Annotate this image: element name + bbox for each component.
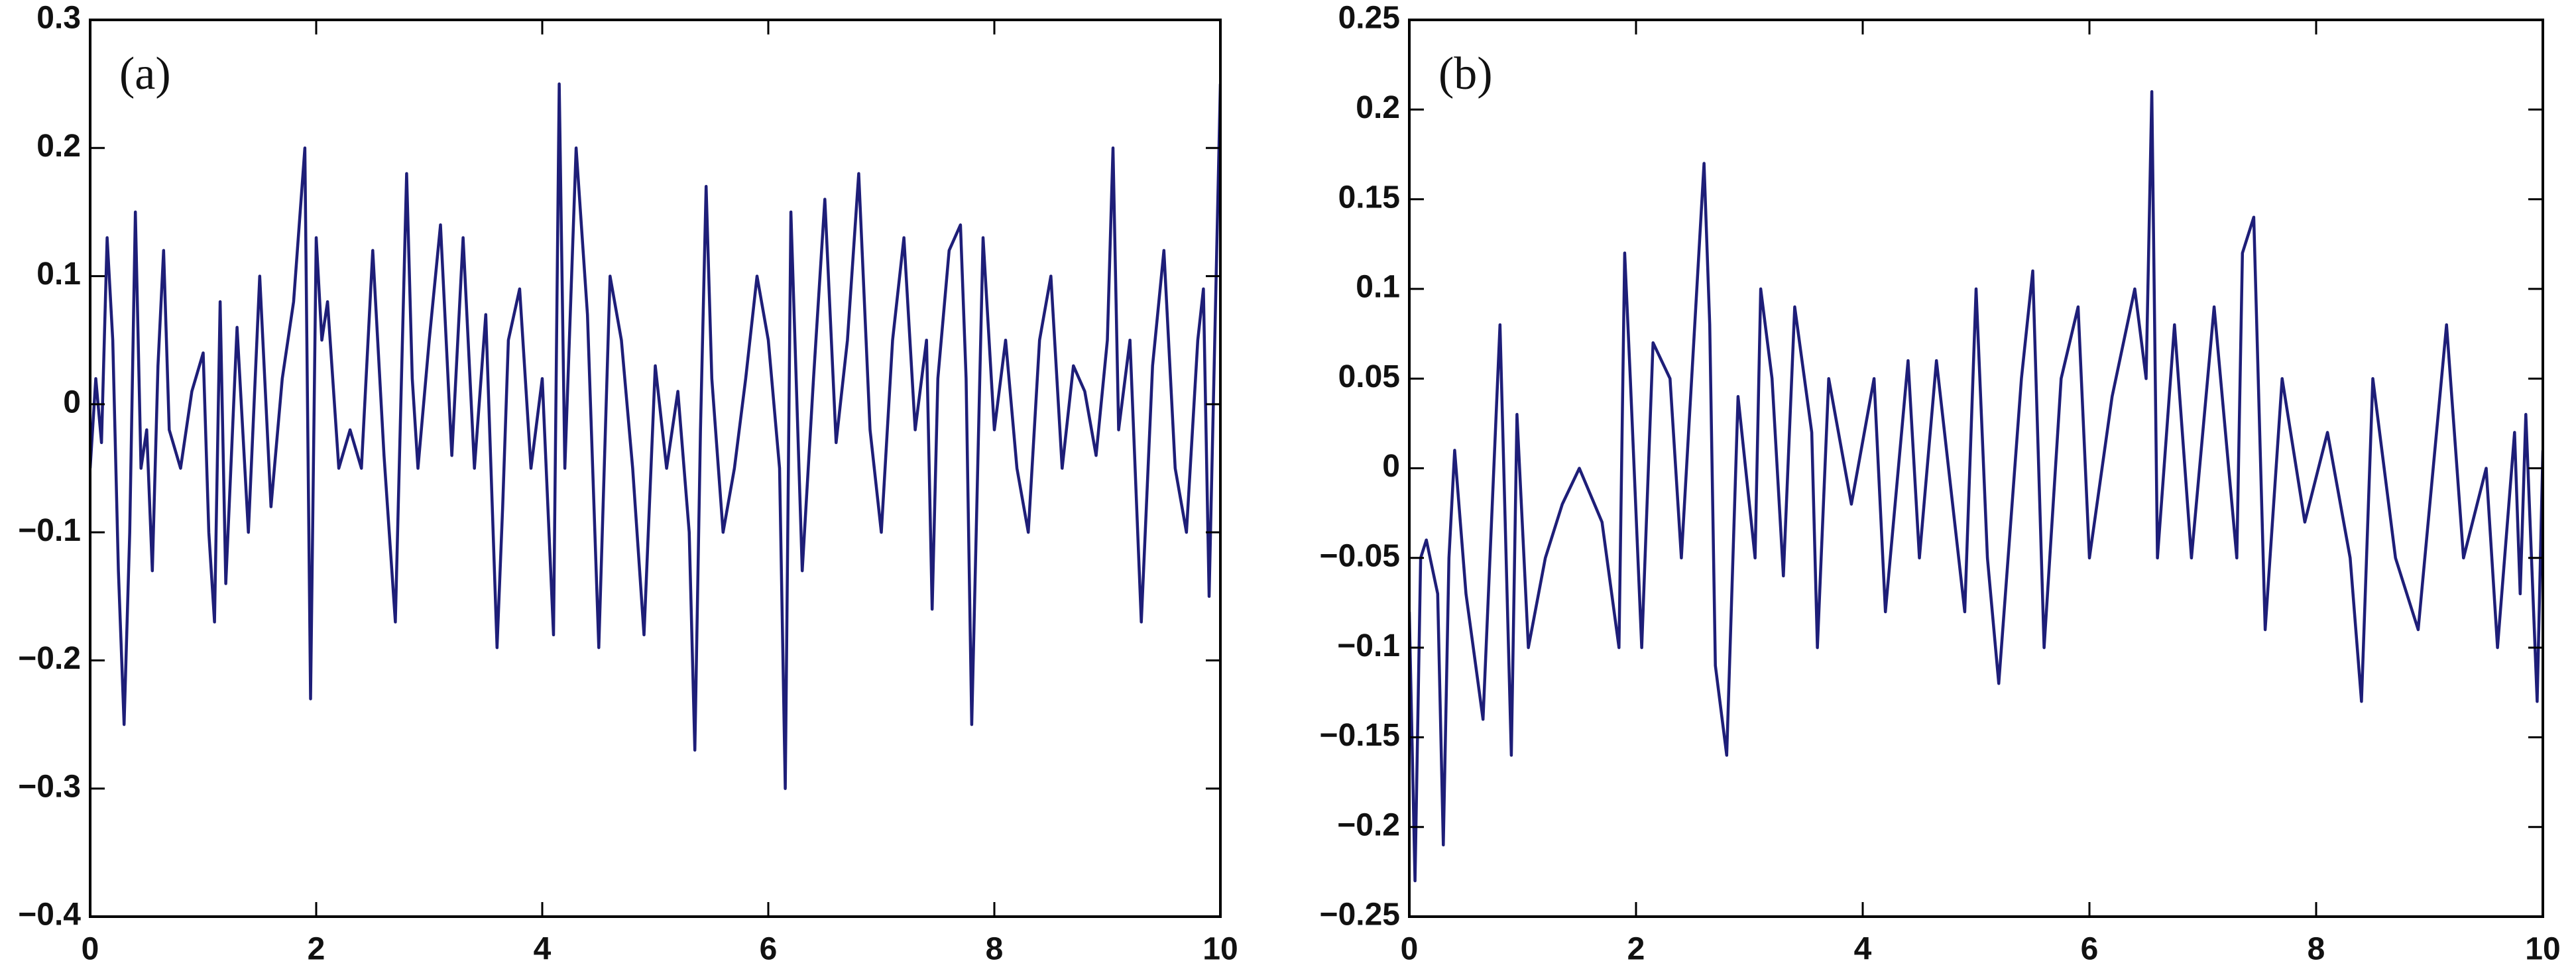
- plot-frame: [1408, 19, 2544, 918]
- y-tick-label: −0.15: [1320, 718, 1400, 753]
- signal-line: [1409, 89, 2543, 883]
- plot-background: [90, 20, 1220, 917]
- x-tick-label: 2: [308, 932, 325, 967]
- plot-background: [1409, 20, 2543, 917]
- y-tick-label: 0.1: [1356, 270, 1400, 305]
- plot-frame: [89, 19, 1222, 918]
- chart-panel: 0.25 0.2 0.15 0.1 0.05 0 −0.05 −0.1 −0.15 −0.2 −0.…: [1320, 1, 2561, 967]
- x-tick-label: 6: [2081, 932, 2099, 967]
- y-tick-label: 0.05: [1338, 359, 1400, 394]
- panel-label: (b): [1438, 48, 1493, 99]
- chart-panel: 0.30.20.10−0.1−0.2−0.3−0.40 2 4 6 8 10(a): [18, 1, 1238, 967]
- y-tick-label: 0.2: [1356, 90, 1400, 125]
- line-layer: [90, 82, 1220, 790]
- y-tick-label: 0.15: [1338, 180, 1400, 215]
- x-tick-label: 10: [2525, 932, 2560, 967]
- x-tick-label: 2: [1627, 932, 1645, 967]
- y-tick-label: 0.3: [36, 1, 81, 36]
- panel-label: (a): [119, 48, 171, 99]
- x-tick-label: 0: [1401, 932, 1419, 967]
- y-tick-label: −0.1: [18, 513, 81, 548]
- y-tick-label: −0.05: [1320, 538, 1400, 573]
- y-tick-label: 0: [63, 385, 81, 420]
- y-tick-label: −0.3: [18, 769, 81, 804]
- y-tick-label: −0.2: [1337, 807, 1400, 842]
- x-tick-label: 6: [760, 932, 778, 967]
- y-tick-label: 0.25: [1338, 1, 1400, 36]
- x-tick-label: 0: [82, 932, 99, 967]
- signal-line: [90, 82, 1220, 790]
- y-tick-label: 0.2: [36, 129, 81, 164]
- y-tick-label: −0.2: [18, 641, 81, 676]
- y-tick-label: −0.25: [1320, 897, 1400, 933]
- line-layer: [1409, 89, 2543, 883]
- x-tick-label: 4: [1854, 932, 1872, 967]
- y-tick-label: 0: [1382, 449, 1400, 484]
- x-tick-label: 8: [2308, 932, 2325, 967]
- y-tick-label: −0.1: [1337, 628, 1400, 663]
- y-tick-label: 0.1: [36, 257, 81, 292]
- y-tick-label: −0.4: [18, 897, 81, 933]
- x-tick-label: 4: [534, 932, 552, 967]
- x-tick-label: 8: [986, 932, 1004, 967]
- x-tick-label: 10: [1202, 932, 1238, 967]
